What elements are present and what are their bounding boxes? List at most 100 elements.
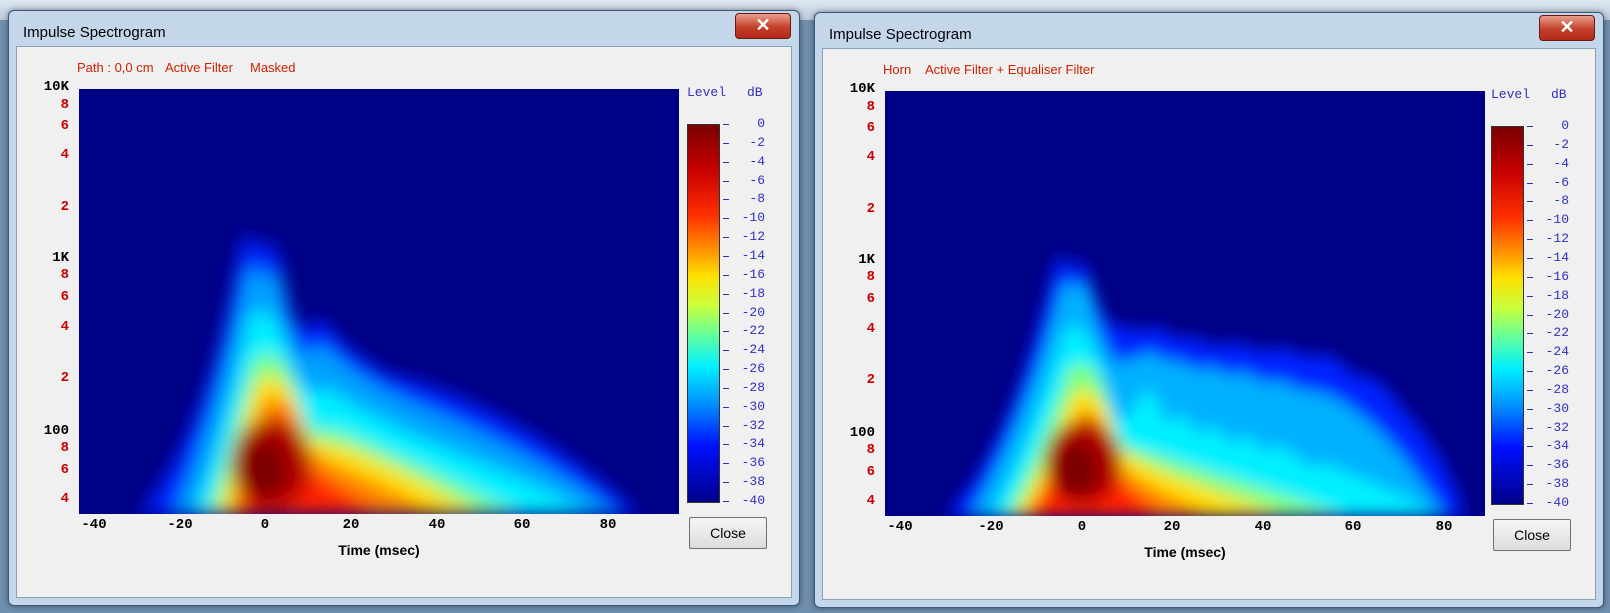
colorbar-tick-mark (723, 161, 729, 163)
colorbar-tick-mark (723, 142, 729, 144)
close-button[interactable]: Close (1493, 519, 1571, 551)
y-tick-40: 4 (60, 491, 69, 507)
colorbar-tick-mark (723, 501, 729, 502)
colorbar-tick-mark (1527, 465, 1533, 467)
x-axis-label: Time (msec) (1144, 544, 1226, 560)
y-tick-80: 8 (60, 440, 69, 456)
colorbar-tick-mark (1527, 484, 1533, 486)
colorbar-tick-label: -8 (749, 191, 765, 207)
colorbar-tick-mark (1527, 408, 1533, 410)
colorbar-tick-label: -34 (741, 436, 765, 452)
colorbar-tick-mark (723, 218, 729, 220)
x-tick-80: 80 (1435, 519, 1453, 535)
colorbar-tick-label: -26 (1545, 363, 1569, 379)
colorbar-tick-mark (1527, 163, 1533, 165)
colorbar-tick-mark (1527, 144, 1533, 146)
colorbar-tick-mark (1527, 276, 1533, 278)
colorbar-tick-label: -14 (1545, 249, 1569, 265)
colorbar-tick-mark (723, 444, 729, 446)
colorbar (687, 124, 720, 503)
colorbar-tick-label: -38 (1545, 476, 1569, 492)
colorbar-tick-mark (1527, 446, 1533, 448)
x-tick-minus40: -40 (81, 517, 107, 533)
colorbar-tick-label: -36 (1545, 457, 1569, 473)
colorbar-tick-label: -36 (741, 455, 765, 471)
y-tick-2000: 2 (60, 199, 69, 215)
spectrogram-plot (885, 91, 1485, 516)
subtitle-filter: Active Filter + Equaliser Filter (925, 62, 1095, 77)
y-tick-8000: 8 (60, 97, 69, 113)
colorbar-tick-label: -18 (1545, 287, 1569, 303)
colorbar-tick-label: -22 (1545, 325, 1569, 341)
x-tick-0: 0 (260, 517, 270, 533)
y-tick-400: 4 (866, 321, 875, 337)
spectrogram-window-equalised[interactable]: Impulse Spectrogram ✕ Horn Active Filter… (814, 12, 1604, 608)
y-tick-100: 100 (849, 425, 875, 441)
colorbar-tick-label: -4 (1553, 155, 1569, 171)
y-tick-100: 100 (43, 423, 69, 439)
colorbar-tick-label: 0 (757, 116, 765, 131)
spectrogram-window-masked[interactable]: Impulse Spectrogram ✕ Path : 0,0 cm Acti… (8, 10, 800, 606)
y-tick-200: 2 (60, 370, 69, 386)
colorbar-title: Level (687, 85, 727, 100)
colorbar-tick-mark (723, 255, 729, 257)
colorbar-tick-label: -24 (741, 342, 765, 358)
colorbar-tick-mark (1527, 314, 1533, 316)
colorbar-tick-label: -10 (1545, 212, 1569, 228)
colorbar-tick-label: -4 (749, 153, 765, 169)
y-tick-800: 8 (866, 269, 875, 285)
x-tick-minus20: -20 (978, 519, 1004, 535)
close-button[interactable]: Close (689, 517, 767, 549)
x-tick-minus20: -20 (167, 517, 193, 533)
spectrogram-plot (79, 89, 679, 514)
colorbar-tick-mark (1527, 295, 1533, 297)
y-tick-8000: 8 (866, 99, 875, 115)
y-tick-4000: 4 (60, 147, 69, 163)
window-close-button[interactable]: ✕ (735, 13, 791, 39)
title-bar[interactable]: Impulse Spectrogram ✕ (9, 11, 799, 45)
y-tick-10k: 10K (43, 79, 69, 95)
colorbar-tick-label: -30 (1545, 400, 1569, 416)
colorbar-tick-mark (723, 331, 729, 333)
y-tick-2000: 2 (866, 201, 875, 217)
y-tick-10k: 10K (849, 81, 875, 97)
colorbar-tick-label: -28 (741, 379, 765, 395)
colorbar-tick-label: -32 (1545, 419, 1569, 435)
colorbar-tick-mark (723, 293, 729, 295)
y-tick-200: 2 (866, 372, 875, 388)
window-close-button[interactable]: ✕ (1539, 15, 1595, 41)
x-tick-40: 40 (1254, 519, 1272, 535)
x-tick-minus40: -40 (887, 519, 913, 535)
colorbar-tick-label: -20 (1545, 306, 1569, 322)
y-tick-60: 6 (60, 462, 69, 478)
colorbar-tick-label: 0 (1561, 118, 1569, 133)
colorbar-tick-mark (1527, 126, 1533, 127)
colorbar-tick-mark (1527, 220, 1533, 222)
y-tick-40: 4 (866, 493, 875, 509)
colorbar-tick-label: -16 (1545, 268, 1569, 284)
colorbar-tick-mark (723, 369, 729, 371)
colorbar-tick-mark (1527, 389, 1533, 391)
x-tick-0: 0 (1077, 519, 1087, 535)
colorbar-tick-mark (1527, 427, 1533, 429)
y-tick-80: 8 (866, 442, 875, 458)
colorbar-tick-label: -6 (749, 172, 765, 188)
colorbar-tick-mark (723, 425, 729, 427)
colorbar-tick-mark (723, 124, 729, 125)
level-band-peak (1057, 443, 1097, 495)
colorbar-tick-label: -34 (1545, 438, 1569, 454)
title-bar[interactable]: Impulse Spectrogram ✕ (815, 13, 1603, 47)
level-band-peak (242, 441, 286, 497)
colorbar-tick-label: -38 (741, 474, 765, 490)
colorbar-tick-label: -40 (1545, 495, 1569, 510)
colorbar-tick-label: -14 (741, 247, 765, 263)
spectrogram-heatmap (945, 256, 1465, 516)
colorbar-tick-mark (723, 406, 729, 408)
colorbar-tick-label: -28 (1545, 381, 1569, 397)
x-tick-60: 60 (1344, 519, 1362, 535)
subtitle-mask: Masked (250, 60, 296, 75)
y-tick-800: 8 (60, 267, 69, 283)
colorbar-tick-label: -22 (741, 323, 765, 339)
x-axis-label: Time (msec) (338, 542, 420, 558)
y-tick-600: 6 (60, 289, 69, 305)
